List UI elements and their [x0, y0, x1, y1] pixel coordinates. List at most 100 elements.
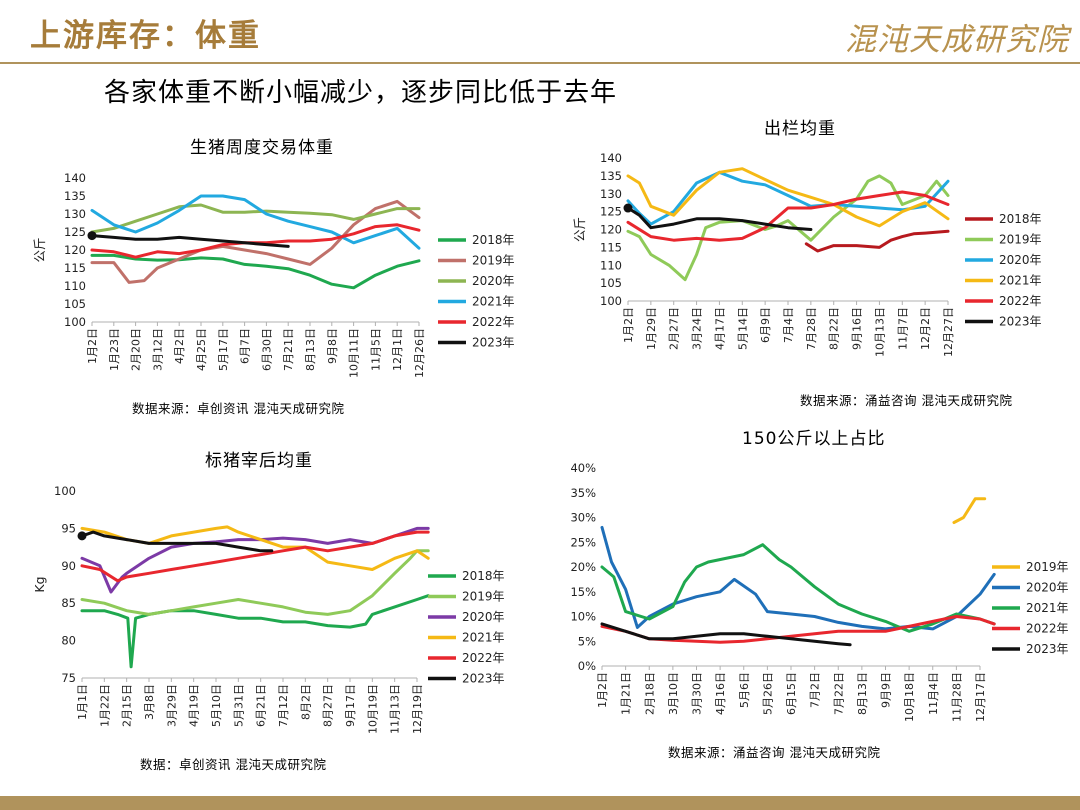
x-tick-label: 10月13日 [873, 307, 886, 357]
x-tick-label: 2月15日 [121, 684, 134, 727]
x-tick-label: 3月29日 [165, 684, 178, 727]
slide-subtitle: 各家体重不断小幅减少，逐步同比低于去年 [104, 78, 618, 108]
chart3-svg: 75 80 85 90 95 100 1月1日 1月22日 2月15日 3月8日 3月29日 4月19… [32, 484, 505, 734]
legend-label: 2023年 [999, 315, 1042, 329]
x-tick-label: 11月5日 [369, 328, 382, 371]
x-tick-label: 7月28日 [805, 307, 818, 350]
series-line-2018年 [804, 229, 950, 253]
x-tick-label: 7月4日 [782, 307, 795, 343]
x-tick-label: 12月26日 [413, 328, 426, 378]
chart1-source: 数据来源：卓创资讯 混沌天成研究院 [132, 401, 345, 416]
y-axis-label: 公斤 [572, 217, 587, 242]
series-line-2018年 [80, 594, 430, 669]
y-tick-label: 120 [64, 243, 86, 257]
x-tick-label: 6月21日 [255, 684, 268, 727]
x-tick-label: 8月13日 [856, 672, 869, 715]
y-tick-label: 140 [64, 171, 86, 185]
x-tick-label: 12月19日 [411, 684, 424, 734]
x-tick-label: 12月17日 [974, 672, 987, 722]
series-line-2019年 [80, 549, 430, 616]
x-tick-label: 9月17日 [344, 684, 357, 727]
y-tick-label: 100 [600, 294, 622, 308]
chart3-source: 数据：卓创资讯 混沌天成研究院 [140, 757, 327, 772]
y-tick-label: 40% [570, 461, 596, 475]
x-tick-label: 9月16日 [851, 307, 864, 350]
series-line-2023年 [80, 530, 274, 553]
y-tick-label: 35% [570, 486, 596, 500]
y-tick-label: 105 [64, 297, 86, 311]
x-tick-label: 12月2日 [919, 307, 932, 350]
series-line-2019年 [90, 199, 421, 284]
y-tick-label: 100 [64, 315, 86, 329]
series-line-2018年 [90, 253, 421, 290]
x-tick-label: 5月26日 [761, 672, 774, 715]
x-tick-label: 7月12日 [277, 684, 290, 727]
series-line-2021年 [600, 543, 996, 633]
slide-title: 上游库存：体重 [30, 18, 261, 54]
y-tick-label: 30% [570, 511, 596, 525]
legend-label: 2018年 [999, 212, 1042, 226]
series-line-2021年 [90, 194, 421, 250]
x-tick-label: 5月14日 [736, 307, 749, 350]
legend-label: 2018年 [462, 569, 505, 583]
series-line-2019年 [952, 497, 987, 524]
x-tick-label: 3月24日 [691, 307, 704, 350]
x-tick-label: 3月12日 [151, 328, 164, 371]
x-tick-label: 6月9日 [759, 307, 772, 343]
y-tick-label: 75 [61, 671, 76, 685]
x-tick-label: 6月30日 [260, 328, 273, 371]
chart4-title: 150公斤以上占比 [742, 429, 886, 449]
x-tick-label: 10月11日 [348, 328, 361, 378]
series-start-marker [623, 203, 633, 213]
legend-label: 2020年 [462, 610, 505, 624]
series-line-2022年 [80, 530, 430, 583]
legend-label: 2020年 [999, 253, 1042, 267]
legend-label: 2022年 [1026, 622, 1069, 636]
header-divider [0, 62, 1080, 64]
x-tick-label: 7月22日 [832, 672, 845, 715]
x-tick-label: 1月2日 [86, 328, 99, 364]
x-tick-label: 9月9日 [880, 672, 893, 708]
y-axis-label: Kg [32, 576, 47, 592]
legend-label: 2022年 [999, 294, 1042, 308]
y-tick-label: 25% [570, 535, 596, 549]
legend-label: 2019年 [462, 590, 505, 604]
chart1-title: 生猪周度交易体重 [190, 138, 334, 158]
x-tick-label: 1月1日 [76, 684, 89, 720]
series-line-2020年 [600, 525, 996, 631]
y-tick-label: 85 [61, 596, 76, 610]
y-tick-label: 105 [600, 276, 622, 290]
series-line-2021年 [626, 167, 950, 228]
y-tick-label: 95 [61, 521, 76, 535]
legend-label: 2020年 [472, 274, 515, 288]
legend-label: 2022年 [472, 315, 515, 329]
y-tick-label: 110 [64, 279, 86, 293]
x-tick-label: 5月10日 [210, 684, 223, 727]
x-tick-label: 2月20日 [130, 328, 143, 371]
x-tick-label: 1月29日 [645, 307, 658, 350]
x-tick-label: 4月17日 [713, 307, 726, 350]
series-line-2020年 [626, 170, 950, 226]
series-start-marker [77, 531, 87, 541]
legend-label: 2019年 [999, 233, 1042, 247]
y-tick-label: 135 [64, 189, 86, 203]
x-tick-label: 4月2日 [173, 328, 186, 364]
series-line-2023年 [600, 622, 852, 647]
x-tick-label: 8月27日 [322, 684, 335, 727]
x-tick-label: 6月7日 [239, 328, 252, 364]
x-tick-label: 12月1日 [391, 328, 404, 371]
x-tick-label: 10月19日 [366, 684, 379, 734]
x-tick-label: 3月10日 [667, 672, 680, 715]
x-tick-label: 4月19日 [188, 684, 201, 727]
y-tick-label: 130 [600, 187, 622, 201]
series-line-2020年 [90, 203, 421, 234]
x-tick-label: 1月2日 [596, 672, 609, 708]
legend-label: 2021年 [462, 631, 505, 645]
y-tick-label: 135 [600, 169, 622, 183]
x-tick-label: 2月18日 [643, 672, 656, 715]
chart2-svg: 100 105 110 115 120 125 130 135 140 1月2日 1月29日 2月27… [572, 151, 1042, 357]
x-tick-label: 5月31日 [232, 684, 245, 727]
x-tick-label: 5月17日 [217, 328, 230, 371]
y-tick-label: 20% [570, 560, 596, 574]
x-tick-label: 3月30日 [691, 672, 704, 715]
